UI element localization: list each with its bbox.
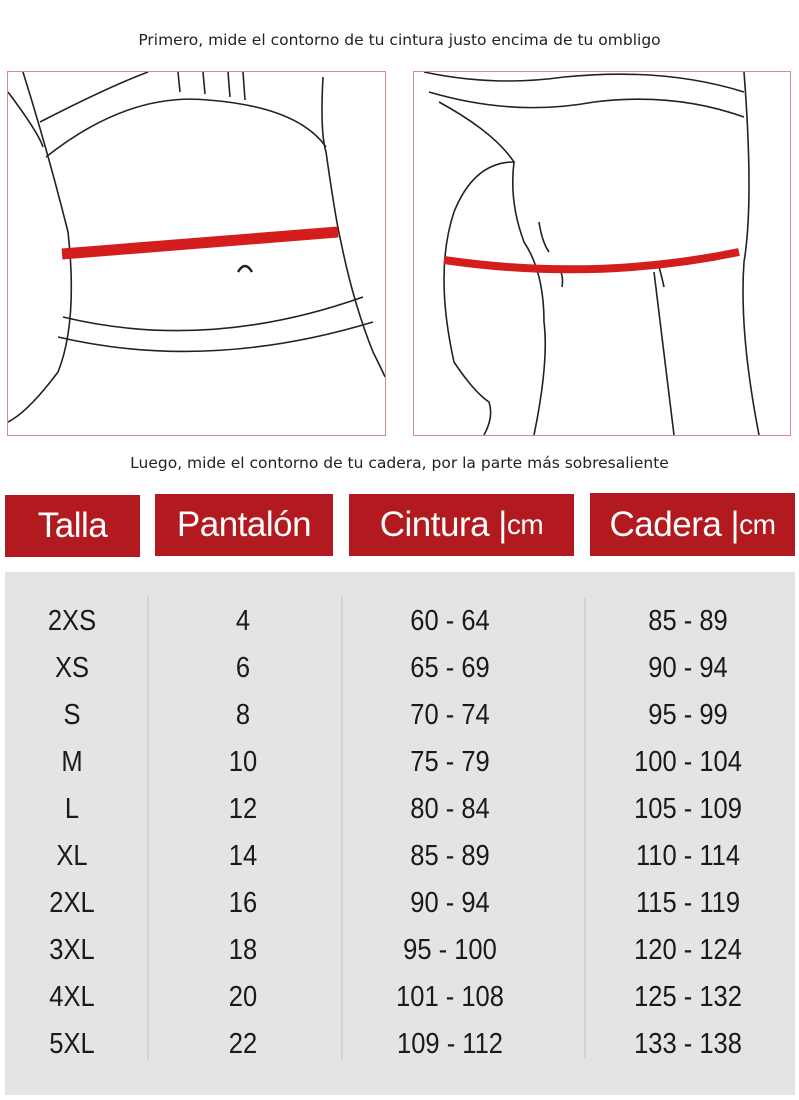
column-divider [584, 597, 586, 1059]
cell-cadera: 110 - 114 [635, 840, 741, 872]
cell-cintura: 109 - 112 [397, 1028, 503, 1060]
cell-talla: 3XL [49, 934, 95, 966]
cell-cadera: 105 - 109 [634, 793, 742, 825]
column-cintura: 60 - 64 65 - 69 70 - 74 75 - 79 80 - 84 85 - … [340, 598, 560, 1068]
header-pantalon: Pantalón [155, 494, 333, 556]
cell-pantalon: 4 [235, 605, 251, 637]
hip-instruction: Luego, mide el contorno de tu cadera, po… [130, 454, 669, 472]
header-unit: cm [506, 509, 544, 540]
cell-talla: 2XS [47, 605, 97, 637]
cell-pantalon: 12 [228, 793, 258, 825]
cell-cadera: 115 - 119 [635, 887, 741, 919]
cell-cadera: 90 - 94 [648, 652, 728, 684]
column-divider [147, 597, 149, 1059]
cell-cintura: 70 - 74 [410, 699, 490, 731]
cell-pantalon: 18 [228, 934, 258, 966]
cell-cintura: 60 - 64 [410, 605, 490, 637]
cell-cintura: 80 - 84 [410, 793, 490, 825]
hip-illustration [413, 71, 791, 436]
cell-pantalon: 8 [235, 699, 251, 731]
cell-pantalon: 10 [228, 746, 258, 778]
cell-cadera: 100 - 104 [634, 746, 742, 778]
cell-talla: L [64, 793, 80, 825]
header-label: Pantalón [176, 505, 312, 544]
cell-talla: S [63, 699, 81, 731]
cell-pantalon: 22 [228, 1028, 258, 1060]
cell-talla: M [61, 746, 83, 778]
cell-talla: 5XL [49, 1028, 95, 1060]
cell-cintura: 65 - 69 [410, 652, 490, 684]
header-talla: Talla [5, 495, 140, 557]
cell-cintura: 90 - 94 [410, 887, 490, 919]
cell-cintura: 95 - 100 [403, 934, 497, 966]
column-cadera: 85 - 89 90 - 94 95 - 99 100 - 104 105 - 109 1… [578, 598, 798, 1068]
header-label: Talla [37, 506, 108, 545]
cell-pantalon: 16 [228, 887, 258, 919]
cell-cadera: 95 - 99 [648, 699, 728, 731]
header-label: Cadera | [609, 504, 740, 544]
cell-pantalon: 14 [228, 840, 258, 872]
cell-talla: 4XL [49, 981, 95, 1013]
cell-pantalon: 6 [235, 652, 251, 684]
header-unit: cm [739, 508, 776, 540]
cell-cadera: 120 - 124 [634, 934, 742, 966]
cell-cintura: 85 - 89 [410, 840, 490, 872]
column-pantalon: 4 6 8 10 12 14 16 18 20 22 [133, 598, 353, 1068]
column-talla: 2XS XS S M L XL 2XL 3XL 4XL 5XL [0, 598, 182, 1068]
cell-talla: 2XL [49, 887, 95, 919]
column-divider [341, 597, 343, 1059]
cell-cadera: 125 - 132 [634, 981, 742, 1013]
cell-talla: XL [56, 840, 88, 872]
cell-cintura: 101 - 108 [396, 981, 504, 1013]
cell-cintura: 75 - 79 [410, 746, 490, 778]
waist-instruction: Primero, mide el contorno de tu cintura … [138, 31, 661, 49]
cell-cadera: 85 - 89 [648, 605, 728, 637]
cell-talla: XS [54, 652, 90, 684]
cell-pantalon: 20 [228, 981, 258, 1013]
header-cadera: Cadera | cm [590, 493, 795, 556]
header-label: Cintura | [379, 505, 508, 544]
cell-cadera: 133 - 138 [634, 1028, 742, 1060]
waist-illustration [7, 71, 386, 436]
size-table: 2XS XS S M L XL 2XL 3XL 4XL 5XL 4 6 8 10 12 14 16 18 20 22… [5, 572, 795, 1095]
header-cintura: Cintura | cm [349, 494, 574, 556]
